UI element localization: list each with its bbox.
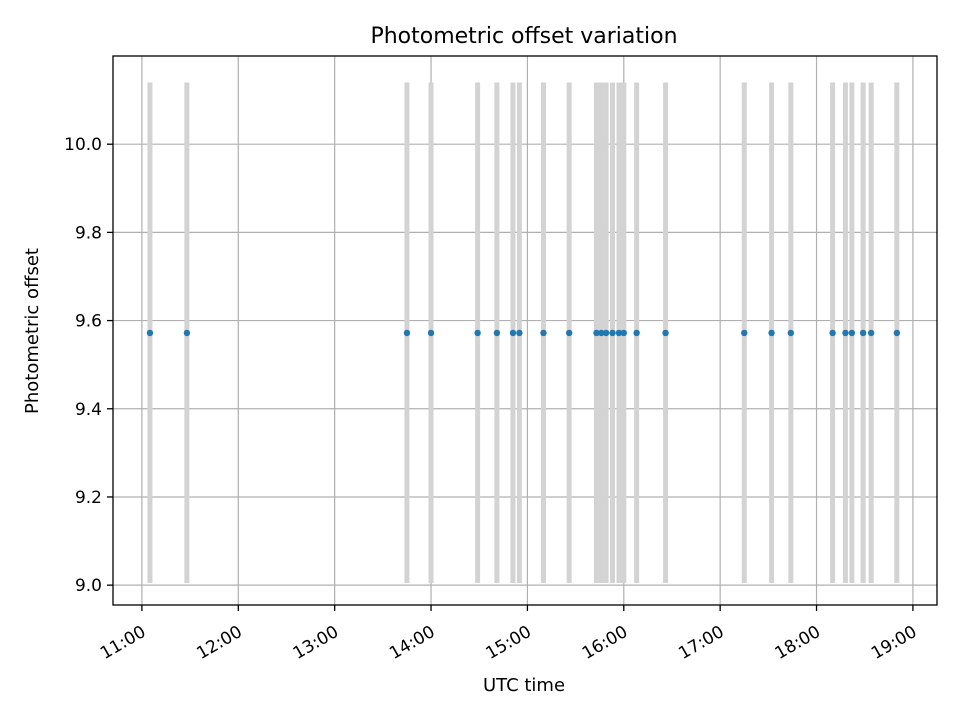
x-tick-label: 13:00 xyxy=(290,622,342,664)
x-tick-label: 18:00 xyxy=(772,622,824,664)
data-points xyxy=(146,329,901,337)
chart-title: Photometric offset variation xyxy=(370,24,677,49)
grid xyxy=(113,56,937,605)
data-point xyxy=(403,329,411,337)
data-point xyxy=(565,329,573,337)
data-point xyxy=(768,329,775,337)
data-point xyxy=(848,329,856,337)
x-axis-label: UTC time xyxy=(483,675,565,696)
data-point xyxy=(741,329,748,337)
data-point xyxy=(516,329,523,337)
x-tick-label: 11:00 xyxy=(97,622,149,664)
x-tick-label: 17:00 xyxy=(675,622,727,664)
data-point xyxy=(609,329,616,337)
y-axis-label: Photometric offset xyxy=(22,248,43,414)
data-point xyxy=(633,329,640,337)
data-point xyxy=(893,329,901,337)
data-point xyxy=(183,329,191,337)
plot-frame xyxy=(112,55,938,606)
data-point xyxy=(615,329,623,337)
x-tick-label: 15:00 xyxy=(482,622,534,664)
x-tick-label: 12:00 xyxy=(193,622,245,664)
data-point xyxy=(859,329,867,337)
data-point xyxy=(146,329,154,337)
data-point xyxy=(829,329,836,337)
y-tick-label: 9.6 xyxy=(75,312,102,332)
x-axis-ticks: 11:00 12:00 13:00 14:00 15:00 16:00 17:00 18:00… xyxy=(97,605,920,664)
data-point xyxy=(540,329,547,337)
x-tick-label: 19:00 xyxy=(868,622,920,664)
y-tick-label: 9.0 xyxy=(75,576,102,596)
data-point xyxy=(474,329,481,337)
data-point xyxy=(593,329,600,337)
y-tick-label: 10.0 xyxy=(64,135,102,155)
x-tick-label: 14:00 xyxy=(386,622,438,664)
data-point xyxy=(598,329,605,337)
y-tick-label: 9.2 xyxy=(75,488,102,508)
y-tick-label: 9.8 xyxy=(75,223,102,243)
data-point xyxy=(602,329,610,337)
data-point xyxy=(509,329,517,337)
data-point xyxy=(493,329,501,337)
x-tick-label: 16:00 xyxy=(579,622,631,664)
y-tick-label: 9.4 xyxy=(75,400,102,420)
data-point xyxy=(842,329,849,337)
data-point xyxy=(787,329,795,337)
error-bars xyxy=(147,82,900,583)
data-point xyxy=(662,329,669,337)
data-point xyxy=(620,329,627,337)
y-axis-ticks: 9.0 9.2 9.4 9.6 9.8 10.0 xyxy=(64,135,113,596)
data-point xyxy=(867,329,875,337)
data-point xyxy=(427,329,435,337)
